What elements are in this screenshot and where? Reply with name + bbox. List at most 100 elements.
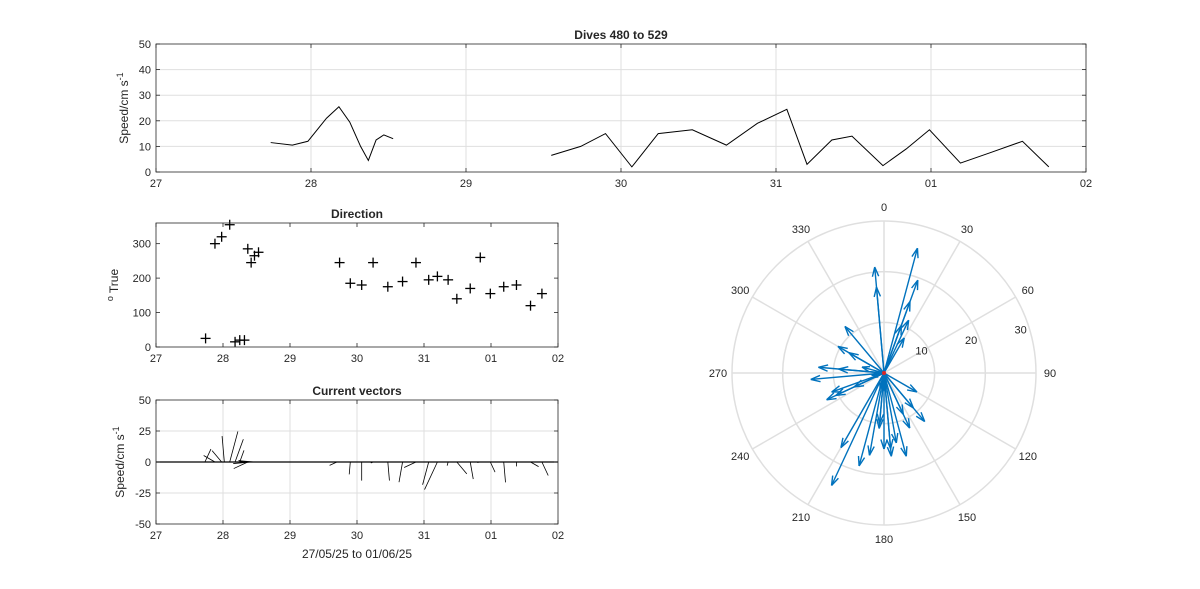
direction-point xyxy=(356,280,367,290)
direction-point xyxy=(397,276,408,287)
vectors-plot xyxy=(156,431,558,490)
vectors-ytick-label: 50 xyxy=(139,395,151,407)
speed-plot xyxy=(270,105,1050,168)
vector-stick xyxy=(489,461,496,473)
polar-arrow-head xyxy=(844,325,854,333)
polar-arrow xyxy=(883,247,919,374)
direction-point xyxy=(475,252,486,263)
polar-arrow-head xyxy=(895,432,899,443)
vectors-ytick-label: -50 xyxy=(135,519,151,531)
speed-axes: 27 28 29 30 31 01 02 0 10 20 30 40 50 Dives 480 to 5… xyxy=(115,28,1092,190)
vector-stick xyxy=(541,461,549,476)
speed-xtick-label: 31 xyxy=(770,178,782,190)
direction-xtick-label: 02 xyxy=(552,353,564,365)
direction-ylabel: o True xyxy=(105,269,121,302)
polar-arrow-shaft xyxy=(883,372,918,393)
polar-arrow-head xyxy=(810,374,821,381)
direction-plot xyxy=(200,219,547,347)
polar-arrow-head xyxy=(848,352,857,361)
polar-arrow-head xyxy=(848,352,859,356)
polar-arrow-shaft xyxy=(878,372,885,429)
vector-stick xyxy=(422,461,430,485)
direction-point xyxy=(485,288,496,299)
polar-arrow-shaft xyxy=(883,301,911,374)
vector-stick xyxy=(403,461,417,468)
direction-ylabel-degree: o xyxy=(105,296,115,301)
polar-arrow-head xyxy=(916,248,919,259)
polar-arrow xyxy=(883,372,918,393)
direction-point xyxy=(253,247,264,258)
polar-arrow-head xyxy=(909,384,918,393)
vectors-ylabel-sup: -1 xyxy=(111,426,121,434)
direction-xtick-label: 27 xyxy=(150,353,162,365)
polar-theta-label: 210 xyxy=(792,512,810,524)
direction-xtick-label: 31 xyxy=(418,353,430,365)
polar-arrow xyxy=(844,325,885,374)
polar-theta-label: 300 xyxy=(731,285,749,297)
vector-stick xyxy=(424,461,438,490)
polar-arrow xyxy=(831,372,885,393)
polar-theta-label: 150 xyxy=(958,512,976,524)
polar-arrow-head xyxy=(900,447,907,457)
polar-arrow xyxy=(883,301,911,374)
polar-arrow-shaft xyxy=(830,372,885,486)
vectors-ylabel-text: Speed/cm s xyxy=(113,434,127,497)
polar-theta-label: 90 xyxy=(1044,368,1056,380)
speed-ticks: 27 28 29 30 31 01 02 0 10 20 30 40 50 xyxy=(139,39,1092,190)
polar-arrow-head xyxy=(901,337,905,348)
polar-arrow-head xyxy=(874,266,880,277)
direction-ticks: 27 28 29 30 31 01 02 0 100 200 300 xyxy=(133,223,564,365)
polar-arrow-shaft xyxy=(883,372,911,429)
polar-arrow-shaft xyxy=(883,372,907,457)
vectors-ytick-label: 25 xyxy=(139,426,151,438)
vectors-xtick-label: 31 xyxy=(418,530,430,542)
polar-arrow xyxy=(830,372,885,486)
polar-arrow-head xyxy=(831,477,839,486)
direction-point xyxy=(368,257,379,268)
speed-xtick-label: 29 xyxy=(460,178,472,190)
speed-ytick-label: 50 xyxy=(139,39,151,51)
polar-arrow-head xyxy=(840,440,849,449)
direction-point xyxy=(224,219,235,230)
polar-arrow-head xyxy=(830,475,834,486)
polar-arrow-head xyxy=(840,437,844,448)
polar-arrow xyxy=(883,372,899,444)
polar-arrow-shaft xyxy=(844,325,885,374)
polar-arrow-shaft xyxy=(835,372,885,397)
direction-ytick-label: 100 xyxy=(133,308,151,320)
vectors-xtick-label: 27 xyxy=(150,530,162,542)
polar-arrow-shaft xyxy=(848,352,885,374)
direction-point xyxy=(410,257,421,268)
direction-point xyxy=(382,281,393,292)
polar-axes: 0 30 60 90 120 150 180 210 240 270 300 330 10 20 30 xyxy=(709,202,1056,546)
polar-arrow-head xyxy=(837,345,846,355)
direction-point xyxy=(525,300,536,311)
polar-arrow-head xyxy=(868,446,875,456)
polar-theta-label: 270 xyxy=(709,368,727,380)
direction-ytick-label: 300 xyxy=(133,239,151,251)
polar-arrow-head xyxy=(906,389,918,393)
polar-arrow-head xyxy=(907,418,911,429)
polar-theta-label: 180 xyxy=(875,534,893,546)
polar-arrow xyxy=(876,372,885,429)
polar-arrow-shaft xyxy=(858,372,885,467)
direction-title: Direction xyxy=(331,207,383,221)
polar-theta-label: 60 xyxy=(1022,285,1034,297)
polar-arrow-head xyxy=(837,345,848,350)
vector-stick xyxy=(477,461,481,463)
polar-arrow-head xyxy=(901,319,910,328)
speed-title: Dives 480 to 529 xyxy=(574,28,668,42)
polar-arrow-head xyxy=(876,418,880,429)
direction-point xyxy=(209,238,220,249)
direction-point xyxy=(345,278,356,289)
polar-arrow xyxy=(883,372,911,429)
direction-point xyxy=(334,257,345,268)
vector-stick xyxy=(203,455,216,463)
polar-arrow-shaft xyxy=(838,368,885,374)
speed-ytick-label: 40 xyxy=(139,65,151,77)
direction-point xyxy=(465,283,476,294)
speed-grid xyxy=(156,44,1086,172)
polar-theta-label: 330 xyxy=(792,224,810,236)
vectors-ticks: 27 28 29 30 31 01 02 -50 -25 0 25 50 xyxy=(135,395,564,542)
polar-theta-label: 0 xyxy=(881,202,887,214)
